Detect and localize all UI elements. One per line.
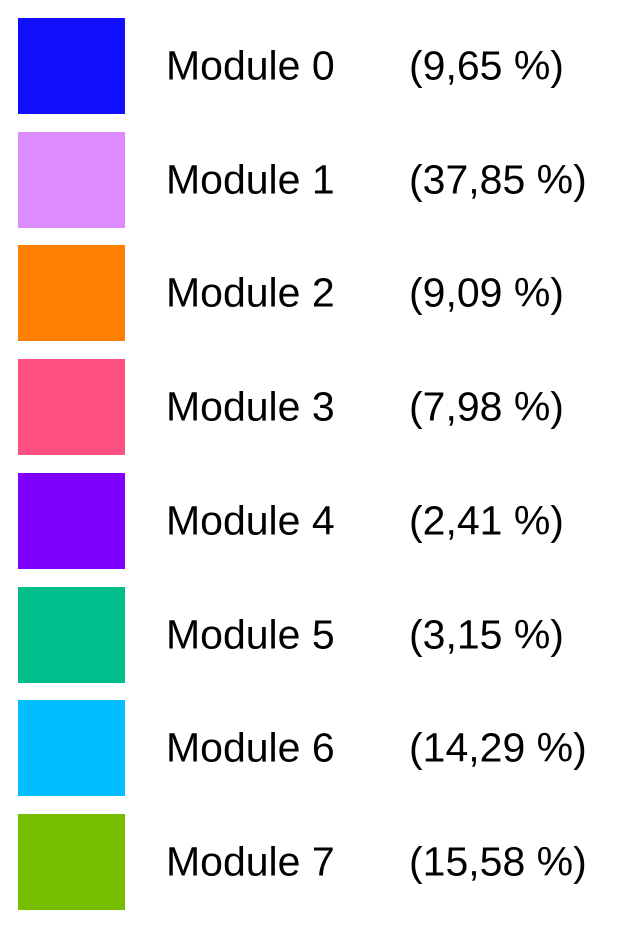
- legend-swatch: [18, 359, 125, 455]
- legend-item-module-3: Module 3 (7,98 %): [0, 359, 639, 455]
- legend-item-module-4: Module 4 (2,41 %): [0, 473, 639, 569]
- legend-item-module-5: Module 5 (3,15 %): [0, 587, 639, 683]
- legend-label: Module 0: [166, 42, 335, 89]
- legend-item-module-0: Module 0 (9,65 %): [0, 18, 639, 114]
- legend-item-module-6: Module 6 (14,29 %): [0, 700, 639, 796]
- legend-label: Module 5: [166, 611, 335, 658]
- legend-label: Module 3: [166, 383, 335, 430]
- legend-label: Module 1: [166, 156, 335, 203]
- legend-swatch: [18, 18, 125, 114]
- legend-swatch: [18, 245, 125, 341]
- legend-item-module-1: Module 1 (37,85 %): [0, 132, 639, 228]
- legend-percent: (3,15 %): [409, 611, 564, 658]
- legend-percent: (9,65 %): [409, 42, 564, 89]
- legend-percent: (14,29 %): [409, 724, 587, 771]
- legend-item-module-2: Module 2 (9,09 %): [0, 245, 639, 341]
- legend-percent: (37,85 %): [409, 156, 587, 203]
- legend-label: Module 6: [166, 724, 335, 771]
- legend-swatch: [18, 473, 125, 569]
- legend-swatch: [18, 587, 125, 683]
- legend-label: Module 7: [166, 838, 335, 885]
- legend-swatch: [18, 700, 125, 796]
- legend-label: Module 4: [166, 497, 335, 544]
- legend-percent: (7,98 %): [409, 383, 564, 430]
- legend-percent: (2,41 %): [409, 497, 564, 544]
- legend-swatch: [18, 814, 125, 910]
- legend-percent: (15,58 %): [409, 838, 587, 885]
- legend-item-module-7: Module 7 (15,58 %): [0, 814, 639, 910]
- legend-percent: (9,09 %): [409, 269, 564, 316]
- legend-swatch: [18, 132, 125, 228]
- legend-label: Module 2: [166, 269, 335, 316]
